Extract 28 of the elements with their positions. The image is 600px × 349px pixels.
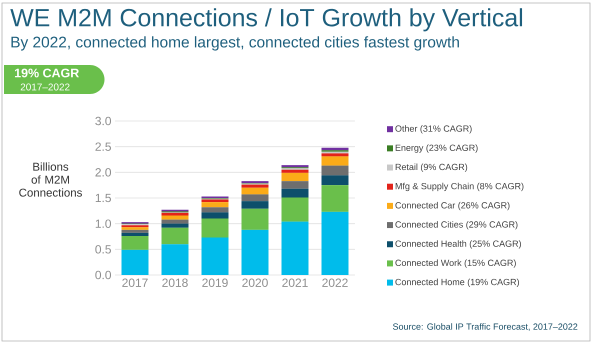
legend-label: Connected Home (19% CAGR): [395, 278, 519, 287]
y-tick-label: 0.5: [95, 245, 111, 254]
x-tick-label: 2020: [242, 278, 268, 287]
x-tick-label: 2018: [162, 278, 188, 287]
y-tick-label: 2.5: [95, 142, 111, 151]
source-note: Source: Global IP Traffic Forecast, 2017–2022: [392, 323, 578, 331]
y-axis-title: Billions of M2M Connections: [19, 162, 82, 197]
y-tick-label: 2.0: [95, 168, 112, 177]
text: 2017–2022: [20, 83, 70, 91]
legend-label: Retail (9% CAGR): [396, 164, 468, 172]
chart-subtitle: By 2022, connected home largest, connected cities fastest growth: [11, 36, 459, 51]
legend-label: Connected Cities (29% CAGR): [395, 221, 518, 230]
y-tick-label: 3.0: [95, 116, 112, 126]
legend-label: Mfg & Supply Chain (8% CAGR): [396, 182, 524, 192]
x-tick-label: 2022: [322, 278, 348, 287]
x-tick-label: 2021: [282, 278, 308, 287]
legend-label: Connected Car (26% CAGR): [395, 202, 510, 210]
x-tick-label: 2019: [202, 278, 228, 287]
x-tick-label: 2017: [122, 278, 148, 287]
legend-label: Energy (23% CAGR): [396, 144, 478, 153]
legend-label: Other (31% CAGR): [395, 125, 472, 134]
y-tick-label: 1.5: [96, 194, 111, 202]
y-tick-label: 1.0: [96, 219, 112, 228]
legend-label: Connected Health (25% CAGR): [395, 240, 521, 249]
legend-label: Connected Work (15% CAGR): [395, 259, 516, 268]
text: 19% CAGR: [14, 68, 79, 78]
chart-title: WE M2M Connections / IoT Growth by Vertical: [10, 8, 522, 32]
y-tick-label: 0.0: [95, 270, 112, 280]
